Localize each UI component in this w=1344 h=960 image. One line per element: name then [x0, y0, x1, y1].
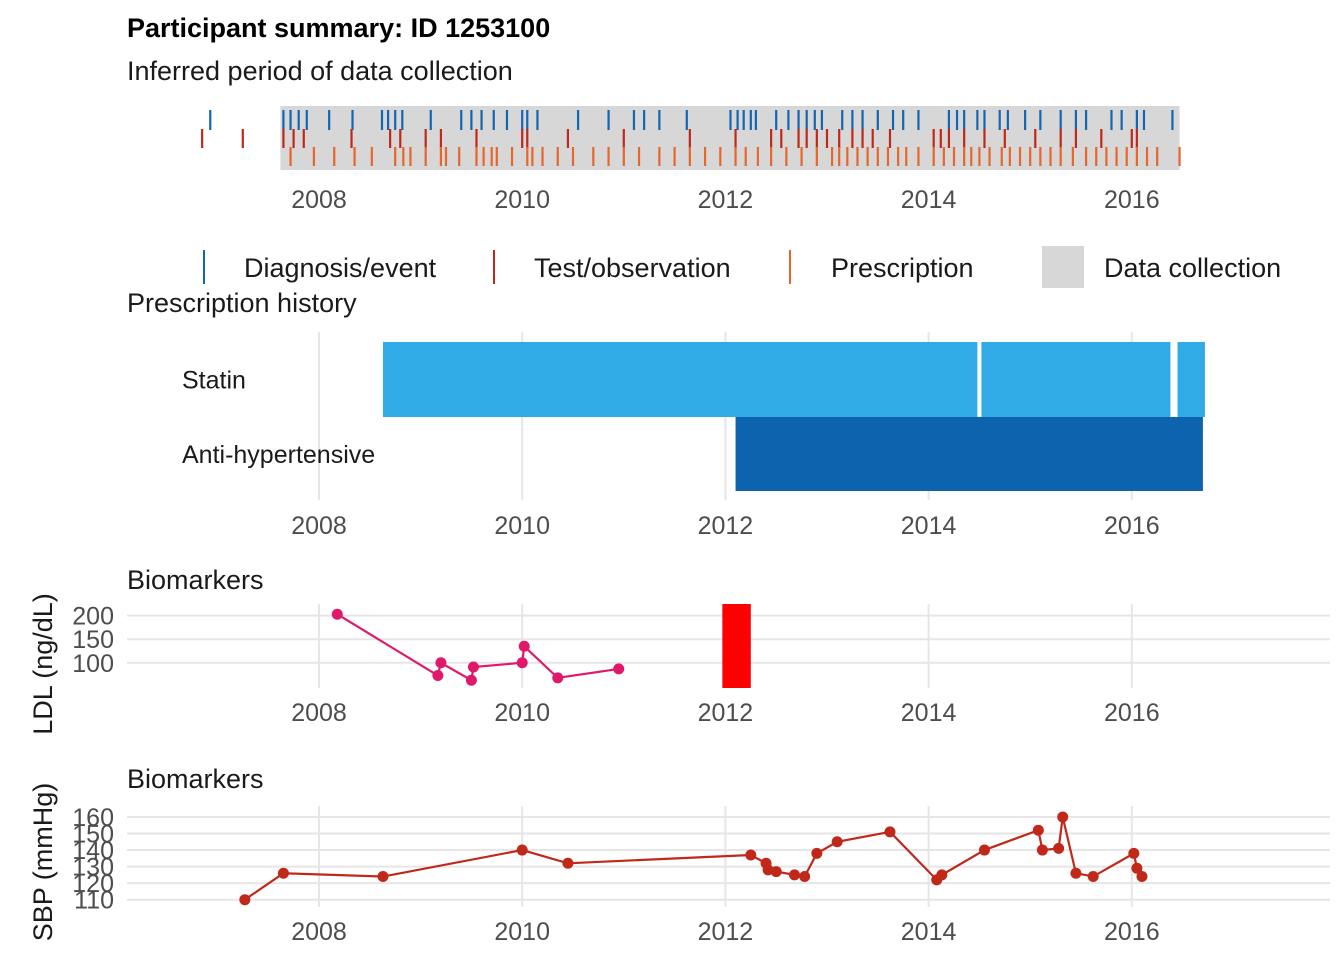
data-point [831, 836, 843, 848]
data-point [516, 657, 528, 669]
x-tick-label: 2008 [291, 186, 347, 214]
y-tick-label: 150 [72, 626, 114, 654]
data-point [331, 608, 343, 620]
prescription-panel: Statin Anti-hypertensive 2008 2010 2012 2014 2… [182, 332, 1205, 540]
legend-label-test: Test/observation [534, 253, 731, 283]
y-tick-label: 130 [72, 854, 114, 882]
data-point [516, 844, 528, 856]
x-tick-label: 2014 [901, 699, 957, 727]
prescription-bar [383, 342, 978, 417]
data-point [1070, 867, 1082, 879]
data-point [435, 657, 447, 669]
x-tick-label: 2016 [1104, 699, 1160, 727]
data-point [562, 857, 574, 869]
data-point [239, 894, 251, 906]
legend-key-collection [1042, 246, 1084, 288]
data-point [465, 674, 477, 686]
x-tick-label: 2012 [698, 186, 754, 214]
x-tick-label: 2012 [698, 512, 754, 540]
x-tick-label: 2008 [291, 699, 347, 727]
data-point [1131, 862, 1143, 874]
x-tick-label: 2010 [494, 699, 550, 727]
sbp-y-axis-label: SBP (mmHg) [28, 783, 58, 942]
data-point [884, 826, 896, 838]
x-tick-label: 2010 [494, 918, 550, 946]
y-tick-label: 120 [72, 870, 114, 898]
legend-label-diagnosis: Diagnosis/event [244, 253, 437, 283]
data-point [1136, 871, 1148, 883]
x-tick-label: 2012 [698, 699, 754, 727]
highlight-band [722, 604, 751, 688]
y-tick-label: 140 [72, 837, 114, 865]
data-point [518, 640, 530, 652]
ldl-y-axis-label: LDL (ng/dL) [28, 593, 58, 735]
ldl-panel-title: Biomarkers [127, 565, 264, 595]
legend-label-collection: Data collection [1104, 253, 1281, 283]
data-point [277, 867, 289, 879]
legend-label-prescription: Prescription [831, 253, 974, 283]
data-point [770, 866, 782, 878]
sbp-panel-title: Biomarkers [127, 764, 264, 794]
timeline-legend: Diagnosis/event Test/observation Prescri… [203, 246, 1281, 288]
x-tick-label: 2014 [901, 918, 957, 946]
data-point [552, 672, 564, 684]
y-tick-label: 110 [74, 887, 114, 915]
data-point [432, 670, 444, 682]
series-line [336, 613, 619, 682]
x-tick-label: 2010 [494, 186, 550, 214]
x-tick-label: 2012 [698, 918, 754, 946]
data-point [978, 844, 990, 856]
prescription-bar [1177, 342, 1205, 417]
y-tick-label: 200 [72, 603, 114, 631]
data-point [377, 871, 389, 883]
y-tick-label: 160 [72, 804, 114, 832]
data-point [936, 869, 948, 881]
y-category-label: Statin [182, 367, 246, 395]
data-point [1057, 811, 1069, 823]
prescription-bar [981, 342, 1171, 417]
data-point [811, 847, 823, 859]
data-point [788, 869, 800, 881]
x-tick-label: 2016 [1104, 918, 1160, 946]
data-point [745, 849, 757, 861]
x-tick-label: 2016 [1104, 512, 1160, 540]
data-point [1053, 842, 1065, 854]
timeline-panel-title: Inferred period of data collection [127, 56, 513, 86]
timeline-panel: 2008 2010 2012 2014 2016 [201, 106, 1181, 214]
x-tick-label: 2008 [291, 512, 347, 540]
x-tick-label: 2010 [494, 512, 550, 540]
data-point [1087, 871, 1099, 883]
prescription-bar [735, 417, 1203, 491]
prescription-panel-title: Prescription history [127, 288, 357, 318]
data-point [613, 663, 625, 675]
data-point [467, 661, 479, 673]
data-point [1032, 824, 1044, 836]
x-tick-label: 2008 [291, 918, 347, 946]
figure-title: Participant summary: ID 1253100 [127, 13, 550, 43]
x-tick-label: 2014 [901, 186, 957, 214]
data-point [1128, 847, 1140, 859]
x-tick-label: 2016 [1104, 186, 1160, 214]
y-tick-label: 150 [72, 821, 114, 849]
y-category-label: Anti-hypertensive [182, 441, 375, 469]
y-tick-label: 100 [72, 650, 114, 678]
data-point [1036, 844, 1048, 856]
series-line [244, 816, 1143, 901]
x-tick-label: 2014 [901, 512, 957, 540]
data-point [799, 871, 811, 883]
